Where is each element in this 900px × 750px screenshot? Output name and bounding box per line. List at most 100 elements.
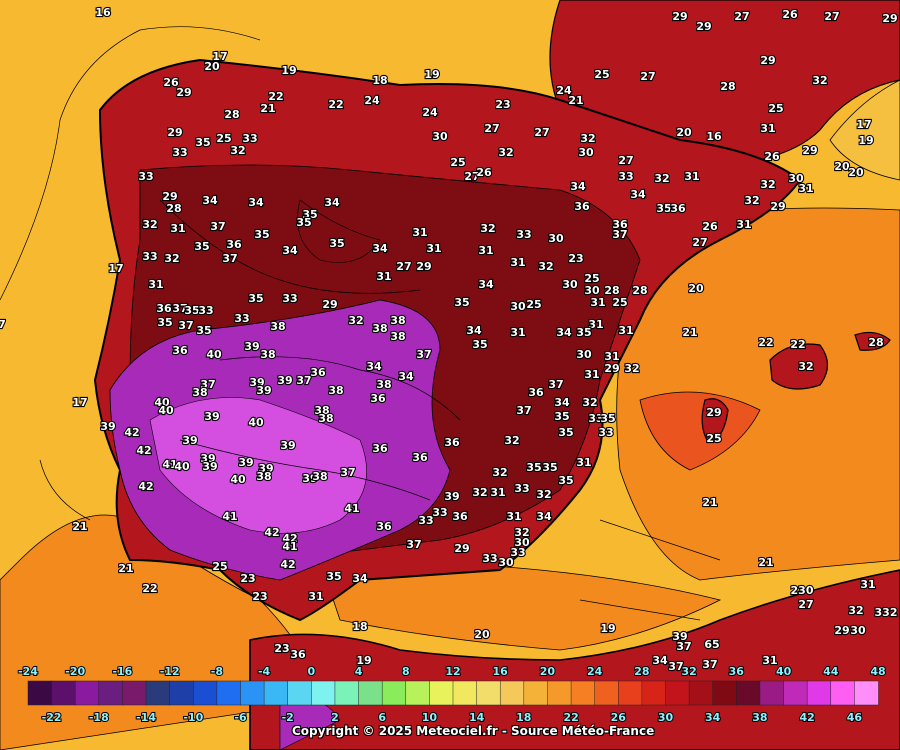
- color-scale-swatch: [405, 680, 431, 706]
- temperature-label: 36: [528, 386, 544, 399]
- copyright-notice: Copyright © 2025 Meteociel.fr - Source M…: [292, 724, 655, 738]
- color-scale-swatch: [98, 680, 124, 706]
- temperature-label: 29: [760, 54, 775, 67]
- temperature-label: 17: [212, 50, 227, 63]
- scale-tick-label: 8: [402, 665, 410, 678]
- temperature-label: 34: [536, 510, 552, 523]
- temperature-label: 18: [352, 620, 367, 633]
- color-scale-swatch: [74, 680, 100, 706]
- temperature-label: 31: [798, 182, 813, 195]
- temperature-label: 29: [454, 542, 469, 555]
- temperature-label: 36: [412, 451, 428, 464]
- menorca: [854, 331, 891, 351]
- temperature-label: 26: [702, 220, 718, 233]
- temperature-label: 32: [580, 132, 595, 145]
- color-scale-swatch: [240, 680, 265, 706]
- color-scale-swatch: [688, 680, 714, 706]
- temperature-label: 332: [875, 606, 898, 619]
- temperature-label: 25: [612, 296, 627, 309]
- color-scale-swatch: [358, 680, 383, 706]
- sea-warm-patch: [639, 391, 761, 471]
- temperature-label: 35: [194, 240, 209, 253]
- temperature-label: 35: [554, 410, 569, 423]
- color-scale-swatch: [736, 680, 761, 706]
- temperature-label: 38: [314, 404, 329, 417]
- temperature-label: 33: [482, 552, 497, 565]
- temperature-label: 39: [200, 452, 215, 465]
- color-scale-swatch: [665, 680, 690, 706]
- scale-tick-label: 44: [823, 665, 839, 678]
- scale-tick-label: 24: [587, 665, 603, 678]
- temperature-label: 41: [344, 502, 359, 515]
- temperature-label: 36: [370, 392, 386, 405]
- temperature-label: 32: [230, 144, 245, 157]
- temperature-label: 37: [200, 378, 215, 391]
- temperature-label: 29: [162, 190, 177, 203]
- mallorca: [769, 343, 829, 390]
- temperature-label: 20: [474, 628, 490, 641]
- temperature-label: 30: [578, 146, 594, 159]
- temperature-label: 34: [248, 196, 264, 209]
- temperature-label: 33: [198, 304, 213, 317]
- temperature-label: 35: [329, 237, 344, 250]
- color-scale-swatch: [806, 680, 832, 706]
- scale-tick-label: -12: [160, 665, 180, 678]
- temperature-label: 32: [582, 396, 597, 409]
- scale-tick-label: 46: [847, 711, 863, 724]
- temperature-label: 42: [264, 526, 279, 539]
- color-scale-swatch: [641, 680, 667, 706]
- temperature-label: 33: [282, 292, 297, 305]
- temperature-label: 40: [206, 348, 222, 361]
- temperature-label: 38: [260, 348, 275, 361]
- temperature-label: 25: [594, 68, 609, 81]
- temperature-label: 33: [142, 250, 157, 263]
- color-scale-swatch: [476, 680, 501, 706]
- temperature-label: 34: [554, 396, 570, 409]
- temperature-label: 35: [184, 304, 199, 317]
- temperature-label: 19: [600, 622, 615, 635]
- scale-tick-label: 4: [355, 665, 363, 678]
- temperature-label: 31: [148, 278, 163, 291]
- temperature-label: 34: [366, 360, 382, 373]
- temperature-label: 29: [672, 10, 687, 23]
- temperature-label: 21: [260, 102, 275, 115]
- temperature-label: 39: [244, 340, 259, 353]
- temperature-label: 31: [376, 270, 391, 283]
- temperature-label: 25: [450, 156, 465, 169]
- color-scale-swatch: [429, 680, 454, 706]
- color-scale-swatch: [193, 680, 218, 706]
- scale-tick-label: 18: [516, 711, 531, 724]
- france-cool-coast: [829, 79, 900, 181]
- temperature-label: 36: [376, 520, 392, 533]
- temperature-label: 23: [240, 572, 255, 585]
- temperature-label: 31: [588, 318, 603, 331]
- scale-tick-label: -14: [136, 711, 156, 724]
- temperature-label: 27: [484, 122, 499, 135]
- color-scale-swatch: [830, 680, 856, 706]
- temperature-label: 21: [118, 562, 133, 575]
- temperature-label: 38: [372, 322, 387, 335]
- temperature-label: 33: [516, 228, 531, 241]
- temperature-label: 33: [510, 546, 525, 559]
- temperature-label: 22: [758, 336, 773, 349]
- temperature-label: 34: [630, 188, 646, 201]
- temperature-label: 38: [328, 384, 343, 397]
- temperature-label: 37: [548, 378, 563, 391]
- temperature-label: 36: [310, 366, 326, 379]
- temperature-label: 30: [576, 348, 592, 361]
- temperature-label: 16: [95, 6, 111, 19]
- color-scale-swatch: [381, 680, 407, 706]
- temperature-label: 25: [526, 298, 541, 311]
- temperature-label: 37: [210, 220, 225, 233]
- temperature-label: 39: [182, 434, 197, 447]
- temperature-label: 30: [584, 284, 600, 297]
- color-scale-swatch: [618, 680, 643, 706]
- scale-tick-label: -24: [18, 665, 38, 678]
- temperature-label: 27: [618, 154, 633, 167]
- temperature-label: 37: [702, 658, 717, 671]
- scale-tick-label: 10: [422, 711, 438, 724]
- temperature-label: 21: [72, 520, 87, 533]
- temperature-label: 34: [398, 370, 414, 383]
- temperature-label: 40: [158, 404, 174, 417]
- temperature-label: 25: [768, 102, 783, 115]
